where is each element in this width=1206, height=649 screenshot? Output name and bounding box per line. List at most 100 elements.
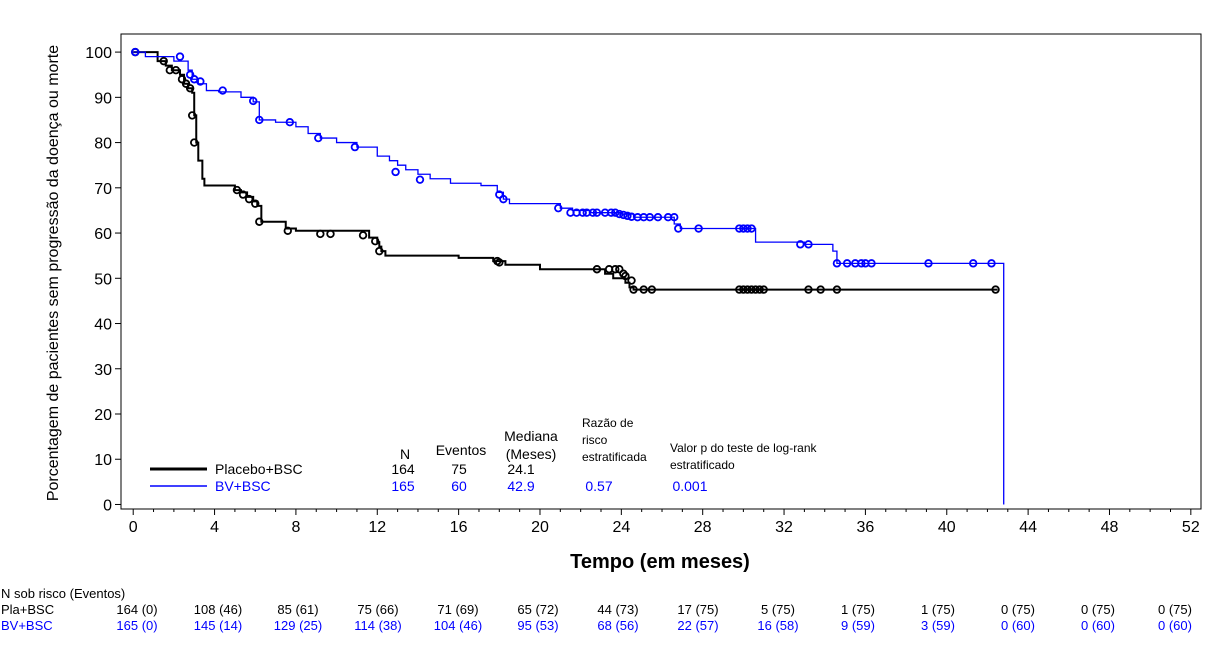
censor-mark-placebo [747,285,756,294]
censor-mark-placebo [647,285,657,294]
legend-n-placebo: 164 [391,461,415,477]
legend-header-hr-2: risco [582,433,608,447]
censor-mark-bv [131,47,140,57]
legend-header-events: Eventos [436,442,487,458]
legend-header-pval-1: Valor p do teste de log-rank [670,441,818,455]
censor-mark-placebo [816,285,825,294]
legend-events-bv: 60 [451,478,467,494]
censor-mark-placebo [232,185,242,195]
y-axis-label: Porcentagem de pacientes sem progressão … [45,45,62,501]
censor-mark-bv [350,142,360,152]
censor-mark-placebo [592,265,602,274]
legend: N Eventos Mediana (Meses) Razão de risco… [150,416,818,494]
censor-mark-bv [670,213,679,222]
censor-mark-placebo [283,226,292,235]
censor-mark-placebo [832,285,842,294]
risk-cell: 0 (75) [1081,602,1115,617]
censor-mark-bv [314,133,323,143]
risk-cell: 85 (61) [277,602,318,617]
censor-mark-bv [611,208,620,217]
legend-header-pval-2: estratificado [670,458,735,472]
risk-table: N sob risco (Eventos) Pla+BSC BV+BSC 164… [1,586,1192,633]
risk-table-title: N sob risco (Eventos) [1,586,125,601]
x-tick-label: 28 [694,519,712,536]
y-tick-label: 40 [94,317,112,334]
censor-mark-placebo [244,194,254,204]
censor-mark-bv [218,86,227,95]
risk-cell: 16 (58) [757,618,798,633]
risk-cell: 68 (56) [597,618,638,633]
legend-hr-bv: 0.57 [585,478,612,494]
risk-cell: 71 (69) [437,602,478,617]
censor-mark-placebo [255,217,264,226]
legend-median-placebo: 24.1 [507,461,534,477]
censor-mark-bv [255,115,264,125]
censor-mark-bv [747,224,756,233]
legend-header-median-2: (Meses) [506,446,557,462]
censor-mark-bv [499,194,508,204]
censor-mark-placebo [991,285,1000,294]
censor-mark-bv [735,224,744,233]
censor-mark-bv [653,213,663,222]
x-tick-label: 44 [1019,519,1037,536]
censor-mark-placebo [621,271,630,281]
censor-mark-bv [739,224,748,233]
censor-mark-bv [796,240,805,249]
risk-cell: 9 (59) [841,618,875,633]
legend-label-bv: BV+BSC [215,478,271,494]
legend-n-bv: 165 [391,478,415,494]
risk-cell: 164 (0) [116,602,157,617]
censor-mark-bv [615,209,624,219]
risk-cell: 165 (0) [116,618,157,633]
censor-marks [131,47,1000,294]
x-tick-label: 36 [857,519,875,536]
censor-mark-bv [588,208,598,217]
y-tick-label: 90 [94,90,112,107]
y-tick-label: 0 [103,497,112,514]
risk-row-label-placebo: Pla+BSC [1,602,54,617]
legend-header-hr-3: estratificada [582,450,647,464]
censor-mark-bv [175,52,185,61]
y-tick-label: 80 [94,136,112,153]
risk-cell: 1 (75) [841,602,875,617]
y-tick-label: 10 [94,452,112,469]
censor-mark-placebo [181,79,191,88]
risk-cell: 3 (59) [921,618,955,633]
x-tick-label: 0 [129,519,138,536]
x-axis-label: Tempo (em meses) [570,551,750,573]
censor-mark-bv [924,259,933,268]
censor-mark-placebo [804,285,813,294]
risk-cell: 44 (73) [597,602,638,617]
plot-frame [120,33,1202,510]
censor-mark-placebo [615,265,624,274]
censor-mark-bv [249,96,258,106]
legend-events-placebo: 75 [451,461,467,477]
censor-mark-placebo [371,236,380,246]
censor-mark-placebo [735,285,744,294]
censor-mark-bv [969,259,978,268]
risk-cell: 65 (72) [517,602,558,617]
censor-mark-bv [694,224,703,233]
censor-mark-placebo [171,65,181,75]
censor-mark-bv [832,259,842,268]
y-tick-label: 100 [85,45,112,62]
risk-cell: 0 (60) [1081,618,1115,633]
legend-header-median-1: Mediana [504,428,558,444]
risk-cell: 114 (38) [354,618,401,633]
risk-cell: 104 (46) [434,618,482,633]
censor-mark-placebo [739,285,748,294]
x-tick-label: 40 [938,519,956,536]
censor-mark-bv [391,167,400,177]
censor-mark-bv [415,175,425,184]
censor-mark-placebo [611,265,620,274]
censor-mark-bv [867,259,876,268]
censor-mark-bv [645,213,655,222]
risk-cell: 5 (75) [761,602,795,617]
censor-mark-placebo [495,258,504,267]
y-tick-label: 20 [94,407,112,424]
y-tick-label: 70 [94,181,112,198]
censor-mark-bv [857,259,866,268]
